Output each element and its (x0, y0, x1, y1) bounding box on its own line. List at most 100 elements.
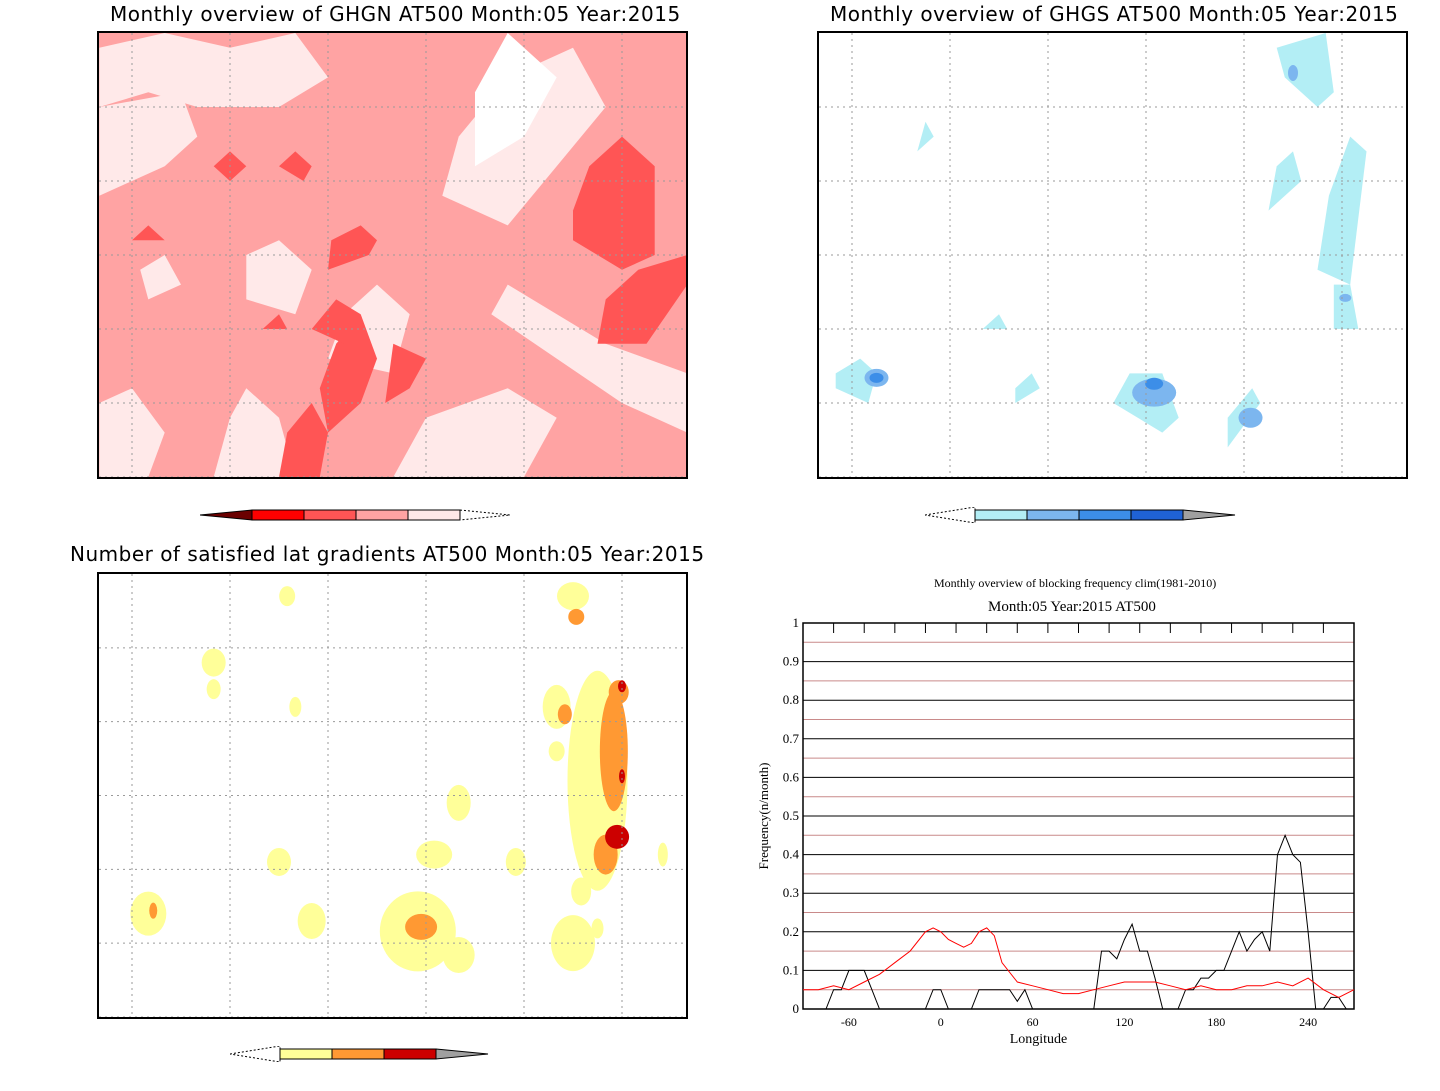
colorbar-box (407, 509, 461, 521)
y-tick-label: 0.7 (783, 731, 800, 746)
area-2 (599, 691, 628, 812)
light-region (140, 255, 181, 300)
area-1 (557, 582, 589, 611)
colorbar-box (355, 509, 409, 521)
blob-1 (1317, 136, 1367, 285)
dark-region (279, 403, 328, 477)
area-1 (657, 842, 668, 867)
blob-2 (1132, 378, 1177, 407)
blob-2 (1288, 64, 1298, 81)
light-region (393, 388, 557, 477)
area-1 (571, 877, 592, 906)
blob-1 (835, 358, 877, 403)
panel2-colorbar (925, 507, 1295, 523)
area-1 (442, 936, 475, 973)
dark-region (132, 225, 165, 241)
dark-region (328, 225, 377, 270)
panel1-colorbar (200, 507, 572, 523)
area-1 (279, 586, 296, 607)
series-black-line (803, 833, 1354, 1010)
panel4-subtitle: Month:05 Year:2015 AT500 (988, 599, 1156, 615)
y-tick-label: 0.4 (783, 847, 800, 862)
dark-region (311, 299, 361, 344)
colorbar-tri (925, 507, 976, 523)
blob-1 (1276, 33, 1334, 107)
y-tick-label: 0 (793, 1001, 800, 1016)
colorbar-box (303, 509, 357, 521)
dark-region (597, 255, 686, 344)
x-tick-label: 0 (938, 1015, 944, 1029)
y-tick-label: 0.2 (783, 924, 799, 939)
blob-1 (1333, 284, 1359, 329)
x-tick-label: 120 (1115, 1015, 1133, 1029)
area-1 (548, 741, 565, 762)
colorbar-tri (459, 509, 511, 521)
panel3-plot (97, 572, 688, 1019)
y-tick-label: 0.1 (783, 962, 799, 977)
blob-1 (917, 121, 934, 152)
y-tick-label: 0.5 (783, 808, 799, 823)
panel2-title: Monthly overview of GHGS AT500 Month:05 … (830, 2, 1399, 26)
x-tick-label: -60 (841, 1015, 857, 1029)
y-tick-label: 0.6 (783, 769, 800, 784)
blob-1 (1268, 151, 1302, 211)
blob-3 (1145, 377, 1164, 390)
colorbar-svg (200, 509, 511, 521)
panel1-heatmap (99, 33, 686, 477)
area-1 (505, 847, 526, 876)
area-1 (267, 847, 291, 876)
area-2 (149, 902, 158, 919)
panel2-plot (817, 31, 1408, 479)
panel1-title: Monthly overview of GHGN AT500 Month:05 … (110, 2, 681, 26)
x-tick-label: 180 (1207, 1015, 1225, 1029)
colorbar-tri (200, 509, 253, 521)
panel2-heatmap (819, 33, 1406, 477)
colorbar-box (279, 1048, 333, 1060)
area-3 (605, 824, 630, 849)
area-2 (568, 608, 585, 625)
white-region (475, 33, 557, 167)
area-3 (619, 769, 625, 784)
area-1 (206, 679, 221, 700)
colorbar-box (383, 1048, 437, 1060)
panel1-plot (97, 31, 688, 479)
light-region (99, 388, 165, 477)
colorbar-svg (925, 507, 1236, 523)
dark-region (573, 136, 655, 270)
panel3-heatmap (99, 574, 686, 1017)
y-tick-label: 0.8 (783, 692, 799, 707)
colorbar-box (251, 509, 305, 521)
blob-1 (982, 314, 1008, 329)
colorbar-box (331, 1048, 385, 1060)
blob-2 (1339, 293, 1352, 302)
y-tick-label: 1 (793, 615, 800, 630)
area-1 (130, 891, 167, 936)
colorbar-tri (435, 1048, 489, 1060)
blob-1 (1015, 373, 1040, 403)
area-1 (416, 840, 453, 869)
series-red-line (803, 927, 1355, 998)
colorbar-tri (230, 1046, 281, 1062)
panel4-line-chart: -60 0 60 120 180 240 0 0.1 0.2 0.3 0.4 0.5 0.6 0.7 0.8… (756, 615, 1355, 1047)
area-2 (557, 704, 572, 725)
light-region (99, 33, 328, 107)
area-2 (405, 913, 438, 940)
y-axis-label: Frequency(n/month) (756, 763, 771, 870)
panel3-colorbar (230, 1046, 548, 1062)
blob-2 (1238, 407, 1263, 428)
panel3-title: Number of satisfied lat gradients AT500 … (70, 542, 705, 566)
colorbar-box (1130, 509, 1184, 521)
x-axis-label: Longitude (1010, 1032, 1068, 1047)
dark-region (279, 151, 312, 181)
light-region (213, 388, 296, 477)
y-tick-label: 0.3 (783, 885, 799, 900)
dark-region (262, 314, 288, 329)
x-tick-label: 240 (1299, 1015, 1317, 1029)
colorbar-box (1078, 509, 1132, 521)
colorbar-box (974, 509, 1028, 521)
area-1 (289, 696, 302, 717)
colorbar-svg (230, 1046, 489, 1062)
x-tick-label: 60 (1027, 1015, 1039, 1029)
light-region (491, 284, 686, 433)
area-1 (297, 903, 326, 940)
